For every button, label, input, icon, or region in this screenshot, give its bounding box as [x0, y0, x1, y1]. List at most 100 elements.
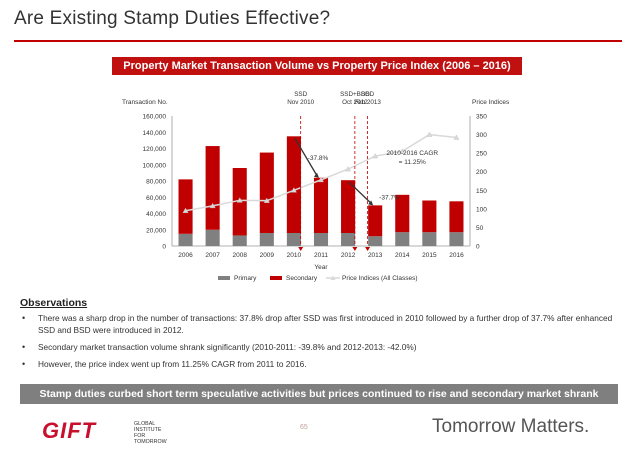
policy-marker-arrow: [298, 247, 304, 251]
drop-annotation: -37.8%: [308, 155, 329, 162]
y-left-tick-label: 40,000: [146, 211, 166, 218]
chart-banner: Property Market Transaction Volume vs Pr…: [112, 57, 522, 75]
bar-secondary: [259, 152, 274, 233]
y-right-tick-label: 100: [476, 206, 487, 213]
x-tick-label: 2016: [449, 252, 464, 259]
y-left-tick-label: 140,000: [143, 130, 167, 137]
price-index-point: [263, 197, 270, 203]
x-tick-label: 2009: [260, 252, 275, 259]
policy-marker-arrow: [365, 247, 371, 251]
bar-primary: [449, 232, 464, 246]
bar-primary: [259, 233, 274, 246]
price-index-point: [426, 131, 433, 137]
bar-primary: [205, 229, 220, 246]
legend-label: Primary: [234, 275, 257, 282]
x-tick-label: 2014: [395, 252, 410, 259]
bar-secondary: [286, 136, 301, 233]
bar-primary: [178, 233, 193, 246]
legend-label: Secondary: [286, 275, 318, 282]
price-index-point: [399, 148, 406, 154]
x-tick-label: 2015: [422, 252, 437, 259]
bar-primary: [422, 232, 437, 246]
y-left-tick-label: 100,000: [143, 162, 167, 169]
drop-arrow-head: [314, 172, 319, 178]
price-index-point: [290, 187, 297, 193]
x-tick-label: 2008: [232, 252, 247, 259]
bar-secondary: [422, 200, 437, 233]
policy-marker-arrow: [352, 247, 358, 251]
bar-secondary: [178, 179, 193, 234]
observations-heading: Observations: [20, 297, 88, 309]
page-title: Are Existing Stamp Duties Effective?: [14, 8, 331, 29]
cagr-annotation-value: = 11.25%: [399, 159, 426, 166]
bar-secondary: [368, 205, 383, 237]
cagr-annotation: 2010-2016 CAGR: [386, 150, 438, 157]
gift-logo: GIFT GLOBAL INSTITUTE FOR TOMORROW: [42, 418, 167, 445]
legend-swatch: [218, 276, 230, 280]
bar-primary: [286, 233, 301, 246]
y-right-tick-label: 150: [476, 188, 487, 195]
y-right-tick-label: 50: [476, 225, 484, 232]
price-index-point: [209, 202, 216, 209]
drop-annotation: -37.7%: [379, 194, 400, 201]
legend-swatch: [270, 276, 282, 280]
x-tick-label: 2011: [314, 252, 328, 259]
price-index-point: [236, 197, 243, 203]
policy-marker-label: SSD+BSD: [340, 91, 370, 98]
bar-secondary: [341, 180, 356, 233]
tagline: Tomorrow Matters.: [432, 416, 590, 437]
policy-marker-label: DSD: [361, 91, 375, 98]
bar-primary: [368, 236, 383, 246]
bar-primary: [395, 232, 410, 246]
bar-primary: [232, 235, 247, 246]
observation-item: Secondary market transaction volume shra…: [20, 341, 620, 353]
bar-primary: [313, 233, 329, 246]
drop-arrow: [294, 137, 318, 177]
y-left-tick-label: 80,000: [146, 179, 166, 186]
title-divider: [14, 40, 622, 42]
x-tick-label: 2006: [178, 252, 193, 259]
logo-wordmark: GIFT: [42, 418, 97, 443]
price-index-point: [345, 166, 352, 172]
page-number: 65: [300, 424, 308, 431]
y-right-tick-label: 250: [476, 151, 487, 158]
y-right-tick-label: 200: [476, 169, 487, 176]
policy-marker-date: Nov 2010: [287, 99, 314, 106]
x-tick-label: 2013: [368, 252, 383, 259]
transaction-price-chart: 0 20,000 40,000 60,000 80,000 100,000 120,000 1…: [122, 91, 510, 282]
x-tick-label: 2007: [205, 252, 220, 259]
bar-secondary: [205, 146, 220, 230]
price-index-point: [453, 134, 460, 140]
logo-subtext: GLOBAL INSTITUTE FOR TOMORROW: [134, 421, 167, 445]
y-left-tick-label: 20,000: [146, 227, 166, 234]
y-right-tick-label: 0: [476, 244, 480, 251]
bar-secondary: [395, 194, 410, 233]
price-index-point: [182, 207, 189, 213]
y-left-axis-title: Transaction No.: [122, 99, 168, 106]
observation-item: There was a sharp drop in the number of …: [20, 312, 620, 336]
x-tick-label: 2012: [341, 252, 356, 259]
policy-marker-date: Feb 2013: [354, 99, 381, 106]
y-left-tick-label: 160,000: [143, 114, 167, 121]
policy-marker-label: SSD: [294, 91, 307, 98]
y-right-tick-label: 300: [476, 132, 487, 139]
price-index-point: [372, 153, 379, 159]
y-left-tick-label: 60,000: [146, 195, 166, 202]
y-left-tick-label: 120,000: [143, 146, 167, 153]
legend-label: Price Indices (All Classes): [342, 275, 418, 282]
bar-secondary: [449, 201, 464, 233]
x-tick-label: 2010: [287, 252, 302, 259]
y-right-tick-label: 350: [476, 114, 487, 121]
conclusion-banner: Stamp duties curbed short term speculati…: [20, 384, 618, 404]
legend-marker: [330, 275, 336, 280]
observation-item: However, the price index went up from 11…: [20, 358, 620, 370]
observations-list: There was a sharp drop in the number of …: [20, 312, 620, 375]
bar-secondary: [313, 177, 329, 233]
price-index-point: [318, 176, 324, 183]
bar-primary: [341, 233, 356, 246]
drop-arrow: [348, 181, 372, 204]
drop-arrow-head: [368, 200, 374, 206]
y-right-axis-title: Price Indices: [472, 99, 510, 106]
y-left-tick-label: 0: [162, 244, 166, 251]
x-axis-title: Year: [314, 264, 328, 271]
